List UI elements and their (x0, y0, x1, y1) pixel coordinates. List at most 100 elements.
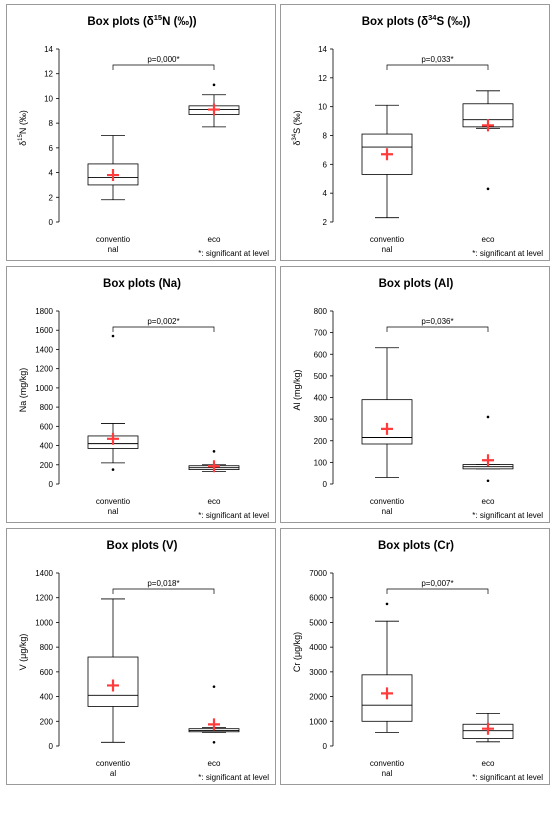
panel-v: Box plots (V) V (μg/kg) 0 200 400 600 800 100… (6, 528, 276, 785)
y-tick-label: 300 (314, 415, 328, 424)
outlier-point (486, 415, 490, 419)
x-tick-label: conventio nal (369, 497, 405, 516)
significance-footnote: *: significant at level (472, 249, 543, 258)
mean-marker (482, 454, 494, 467)
p-value-label: p=0,000* (147, 55, 179, 64)
y-tick-label: 200 (40, 717, 54, 726)
y-tick-label: 4 (49, 169, 54, 178)
chart-title: Box plots (Na) (103, 277, 181, 290)
outlier-point (111, 334, 115, 338)
y-tick-label: 12 (318, 74, 327, 83)
plot-area: 0 200 400 600 800 1000 1200 1400 p=0,018* (35, 569, 240, 751)
mean-marker (381, 148, 393, 161)
y-tick-label: 1200 (35, 365, 53, 374)
y-tick-label: 400 (40, 693, 54, 702)
y-tick-label: 6000 (309, 594, 327, 603)
box-plot-group (361, 347, 413, 478)
y-tick-label: 600 (40, 422, 54, 431)
box-plot-group (87, 334, 139, 471)
outlier-point (486, 187, 490, 191)
y-tick-label: 600 (40, 668, 54, 677)
iqr-box (361, 399, 413, 445)
mean-marker (208, 103, 220, 116)
mean-marker (107, 169, 119, 182)
panel-cr: Box plots (Cr) Cr (μg/kg) 0 1000 2000 3000 4… (280, 528, 550, 785)
p-value-label: p=0,033* (421, 55, 453, 64)
significance-bracket (386, 326, 489, 332)
significance-footnote: *: significant at level (198, 511, 269, 520)
panel-d15n: Box plots (δ15N (‰)) δ15N (‰) 0 2 4 6 8 10 12 1… (6, 4, 276, 261)
y-tick-label: 1400 (35, 569, 53, 578)
p-value-label: p=0,007* (421, 579, 453, 588)
y-tick-label: 1000 (35, 618, 53, 627)
y-tick-label: 700 (314, 329, 328, 338)
y-tick-label: 4000 (309, 643, 327, 652)
mean-marker (208, 460, 220, 473)
panel-d34s: Box plots (δ34S (‰)) δ34S (‰) 2 4 6 8 10 12 14… (280, 4, 550, 261)
y-tick-label: 800 (314, 307, 328, 316)
mean-marker (208, 718, 220, 731)
y-tick-label: 2 (323, 218, 328, 227)
y-tick-label: 0 (323, 480, 328, 489)
y-tick-label: 2000 (309, 693, 327, 702)
box-plot-group (87, 598, 139, 743)
outlier-point (111, 468, 115, 471)
y-tick-label: 400 (314, 394, 328, 403)
chart-title: Box plots (V) (106, 539, 178, 552)
mean-marker (482, 722, 494, 735)
chart-title: Box plots (δ34S (‰)) (361, 13, 471, 28)
y-tick-label: 100 (314, 458, 328, 467)
significance-footnote: *: significant at level (198, 249, 269, 258)
y-tick-label: 6 (323, 160, 328, 169)
p-value-label: p=0,036* (421, 317, 453, 326)
y-tick-label: 0 (323, 742, 328, 751)
y-tick-label: 8 (323, 132, 328, 141)
significance-footnote: *: significant at level (472, 773, 543, 782)
x-tick-label: eco (207, 497, 221, 506)
plot-area: 0 2 4 6 8 10 12 14 p=0,000* (44, 45, 240, 227)
p-value-label: p=0,018* (147, 579, 179, 588)
box-plot-group (361, 602, 413, 733)
y-tick-label: 600 (314, 350, 328, 359)
y-tick-label: 800 (40, 403, 54, 412)
x-tick-label: eco (207, 235, 221, 244)
panel-al: Box plots (Al) Al (mg/kg) 0 100 200 300 400 5… (280, 266, 550, 523)
x-tick-label: conventio nal (369, 235, 405, 254)
y-tick-label: 500 (314, 372, 328, 381)
box-plot-group (188, 685, 240, 744)
outlier-point (212, 450, 216, 453)
y-tick-label: 1000 (309, 717, 327, 726)
x-tick-label: eco (481, 497, 495, 506)
x-tick-label: eco (481, 759, 495, 768)
y-tick-label: 10 (318, 103, 327, 112)
x-tick-label: conventio nal (95, 497, 131, 516)
chart-title: Box plots (Cr) (377, 539, 455, 552)
y-tick-label: 800 (40, 643, 54, 652)
significance-bracket (386, 588, 489, 594)
outlier-point (212, 740, 216, 744)
y-tick-label: 1200 (35, 594, 53, 603)
box-plot-group (462, 415, 514, 483)
x-tick-label: conventio nal (95, 235, 131, 254)
chart-title: Box plots (δ15N (‰)) (87, 13, 197, 28)
box-plot-group (462, 90, 514, 191)
y-tick-label: 6 (49, 144, 54, 153)
mean-marker (381, 687, 393, 700)
significance-footnote: *: significant at level (198, 773, 269, 782)
y-tick-label: 1600 (35, 326, 53, 335)
y-tick-label: 1800 (35, 307, 53, 316)
y-tick-label: 8 (49, 119, 54, 128)
box-plot-group (188, 83, 240, 128)
box-plot-group (188, 450, 240, 473)
y-tick-label: 2 (49, 193, 54, 202)
y-tick-label: 14 (318, 45, 327, 54)
y-tick-label: 1000 (35, 384, 53, 393)
y-tick-label: 5000 (309, 618, 327, 627)
plot-area: 0 200 400 600 800 1000 1200 1400 1600 1800 p=0,002… (35, 307, 240, 489)
y-tick-label: 200 (40, 461, 54, 470)
y-tick-label: 12 (44, 70, 53, 79)
box-plot-group (462, 712, 514, 743)
y-tick-label: 3000 (309, 668, 327, 677)
box-plot-group (87, 135, 139, 201)
chart-title: Box plots (Al) (378, 277, 454, 290)
